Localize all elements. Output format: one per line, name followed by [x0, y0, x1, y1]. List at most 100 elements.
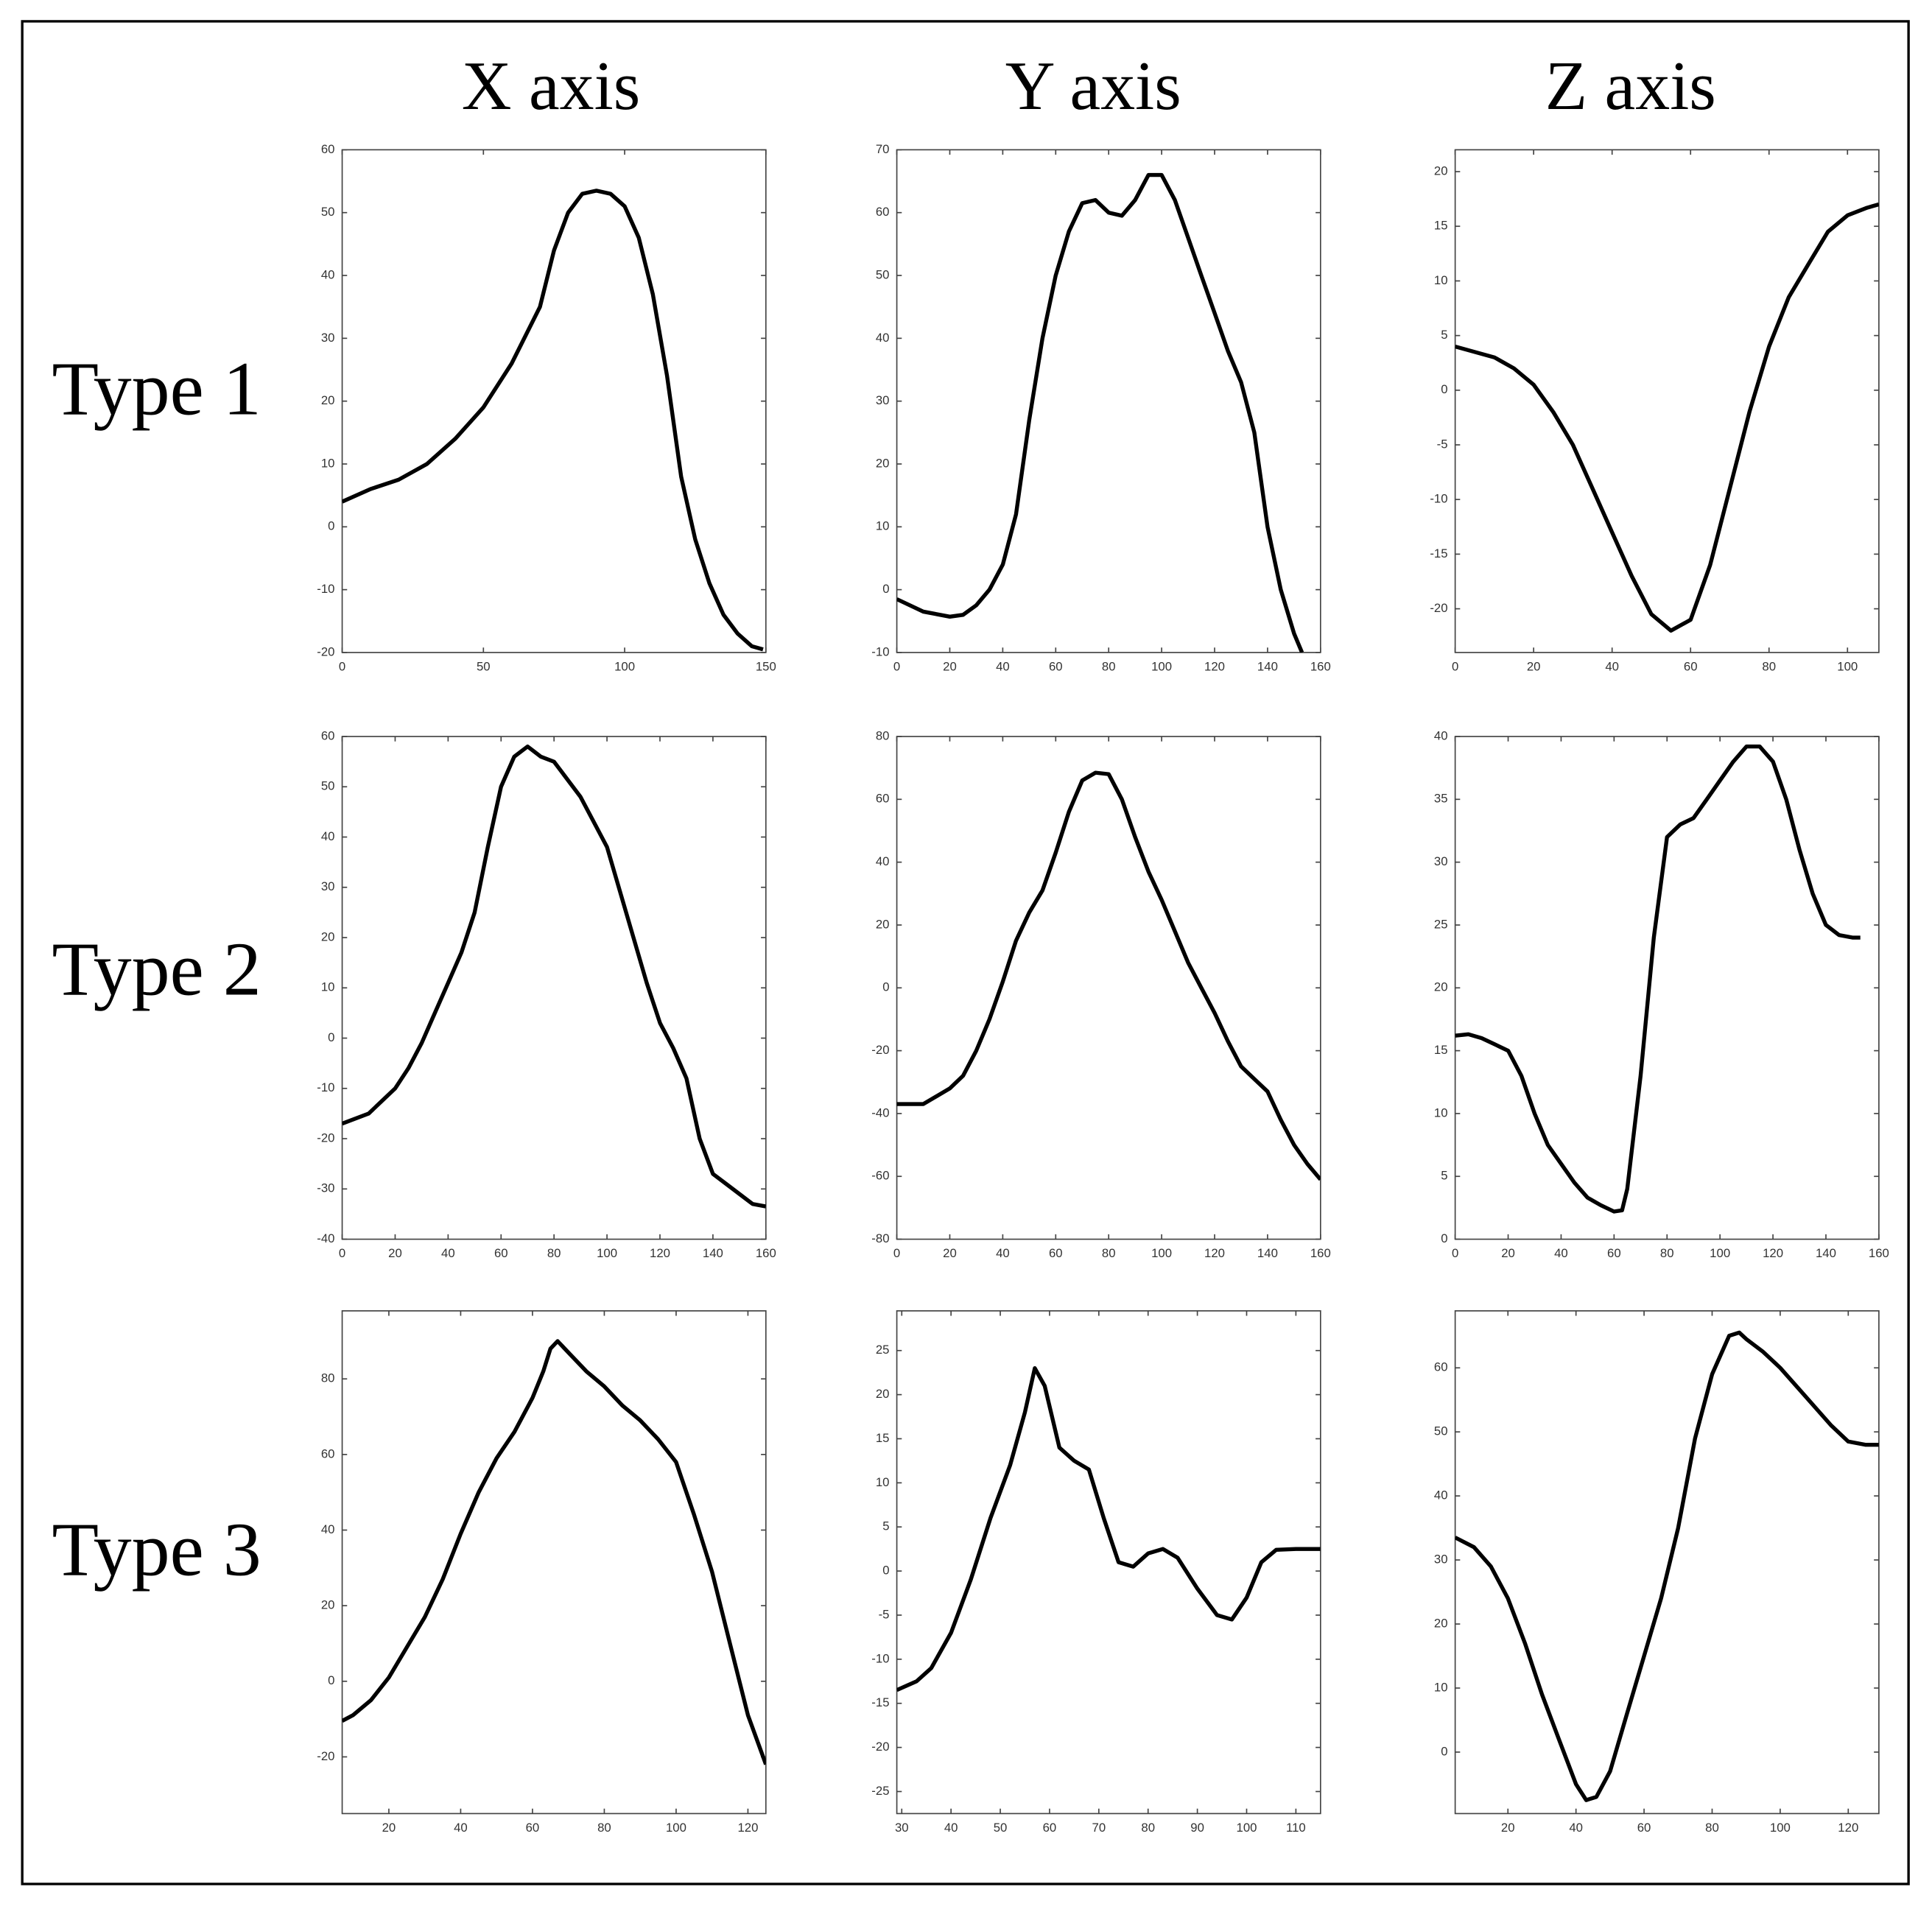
data-line — [896, 1365, 1321, 1692]
y-tick-label: 40 — [876, 331, 890, 345]
y-tick-label: -10 — [871, 1651, 889, 1665]
x-tick-label: 80 — [1660, 1246, 1674, 1260]
x-tick-label: 40 — [1554, 1246, 1568, 1260]
y-tick-label: -20 — [317, 1749, 334, 1763]
data-line — [342, 189, 764, 652]
x-tick-label: 80 — [547, 1246, 561, 1260]
x-tick-label: 50 — [994, 1821, 1008, 1835]
y-tick-label: 0 — [1441, 382, 1447, 396]
y-tick-label: 20 — [876, 456, 890, 470]
y-tick-label: 35 — [1434, 792, 1448, 806]
y-tick-label: 30 — [1434, 1553, 1448, 1567]
y-tick-label: 50 — [321, 779, 335, 793]
x-tick-label: 140 — [1816, 1246, 1836, 1260]
x-tick-label: 80 — [597, 1821, 611, 1835]
x-tick-label: 140 — [1257, 1246, 1278, 1260]
x-tick-label: 100 — [1151, 660, 1172, 674]
y-tick-label: -80 — [871, 1231, 889, 1245]
y-tick-label: 30 — [1434, 854, 1448, 868]
y-tick-label: 20 — [1434, 1616, 1448, 1630]
y-tick-label: 0 — [1441, 1231, 1447, 1245]
data-line — [342, 744, 766, 1209]
x-tick-label: 120 — [1763, 1246, 1783, 1260]
x-tick-label: 0 — [893, 660, 900, 674]
x-tick-label: 60 — [494, 1246, 508, 1260]
row-label: Type 1 — [52, 346, 261, 431]
x-tick-label: 0 — [1452, 660, 1458, 674]
y-tick-label: -60 — [871, 1169, 889, 1183]
y-tick-label: 30 — [321, 331, 335, 345]
y-tick-label: 40 — [876, 854, 890, 868]
x-tick-label: 0 — [1452, 1246, 1458, 1260]
y-tick-label: 30 — [321, 879, 335, 893]
y-tick-label: -20 — [317, 644, 334, 658]
x-tick-label: 110 — [1286, 1821, 1306, 1835]
y-tick-label: 50 — [876, 267, 890, 281]
y-tick-label: 20 — [876, 1387, 890, 1401]
y-tick-label: 70 — [876, 142, 890, 156]
y-tick-label: 40 — [321, 267, 335, 281]
y-tick-label: 20 — [876, 917, 890, 931]
x-tick-label: 100 — [1237, 1821, 1257, 1835]
frame — [21, 20, 1910, 1885]
y-tick-label: 20 — [321, 1598, 335, 1612]
x-tick-label: 40 — [441, 1246, 455, 1260]
y-tick-label: -5 — [1437, 437, 1448, 451]
y-tick-label: 10 — [876, 519, 890, 533]
column-label: Y axis — [1005, 48, 1181, 124]
x-tick-label: 100 — [1710, 1246, 1730, 1260]
y-tick-label: -15 — [871, 1695, 889, 1709]
y-tick-label: 40 — [321, 829, 335, 843]
x-tick-label: 80 — [1102, 660, 1116, 674]
x-tick-label: 160 — [1310, 1246, 1331, 1260]
x-tick-label: 20 — [943, 660, 957, 674]
x-tick-label: 150 — [756, 660, 776, 674]
x-tick-label: 70 — [1092, 1821, 1106, 1835]
y-tick-label: -20 — [871, 1740, 889, 1754]
x-tick-label: 90 — [1190, 1821, 1204, 1835]
y-tick-label: 40 — [321, 1522, 335, 1536]
y-tick-label: -20 — [871, 1043, 889, 1057]
y-tick-label: -10 — [317, 1080, 334, 1094]
column-label: X axis — [462, 48, 641, 124]
y-tick-label: -25 — [871, 1784, 889, 1798]
y-tick-label: 5 — [882, 1519, 889, 1533]
x-tick-label: 40 — [996, 660, 1010, 674]
y-tick-label: 40 — [1434, 728, 1448, 742]
y-tick-label: -20 — [1430, 601, 1447, 615]
y-tick-label: 0 — [882, 980, 889, 994]
x-tick-label: 80 — [1141, 1821, 1155, 1835]
y-tick-label: -30 — [317, 1181, 334, 1195]
y-tick-label: -10 — [871, 644, 889, 658]
y-tick-label: 80 — [321, 1371, 335, 1385]
y-tick-label: 20 — [1434, 164, 1448, 177]
y-tick-label: 20 — [1434, 980, 1448, 994]
data-line — [342, 1339, 766, 1765]
y-tick-label: -20 — [317, 1131, 334, 1145]
x-tick-label: 80 — [1705, 1821, 1719, 1835]
x-tick-label: 100 — [614, 660, 635, 674]
x-tick-label: 20 — [1527, 660, 1541, 674]
y-tick-label: -5 — [879, 1607, 890, 1621]
data-line — [896, 770, 1321, 1181]
x-tick-label: 100 — [1770, 1821, 1791, 1835]
y-tick-label: 5 — [1441, 1169, 1447, 1183]
x-tick-label: 100 — [666, 1821, 686, 1835]
x-tick-label: 120 — [1204, 1246, 1225, 1260]
y-tick-label: 15 — [876, 1431, 890, 1445]
x-tick-label: 30 — [895, 1821, 909, 1835]
y-tick-label: 10 — [321, 456, 335, 470]
x-tick-label: 60 — [526, 1821, 540, 1835]
x-tick-label: 100 — [1151, 1246, 1172, 1260]
x-tick-label: 120 — [1838, 1821, 1858, 1835]
y-tick-label: 80 — [876, 728, 890, 742]
x-tick-label: 160 — [756, 1246, 776, 1260]
plot-area — [1454, 1310, 1880, 1815]
x-tick-label: 160 — [1869, 1246, 1889, 1260]
x-tick-label: 20 — [1501, 1821, 1515, 1835]
x-tick-label: 160 — [1310, 660, 1331, 674]
y-tick-label: 15 — [1434, 219, 1448, 233]
plot-area — [896, 149, 1321, 653]
y-tick-label: 10 — [1434, 1105, 1448, 1119]
plot-area — [1454, 736, 1880, 1240]
